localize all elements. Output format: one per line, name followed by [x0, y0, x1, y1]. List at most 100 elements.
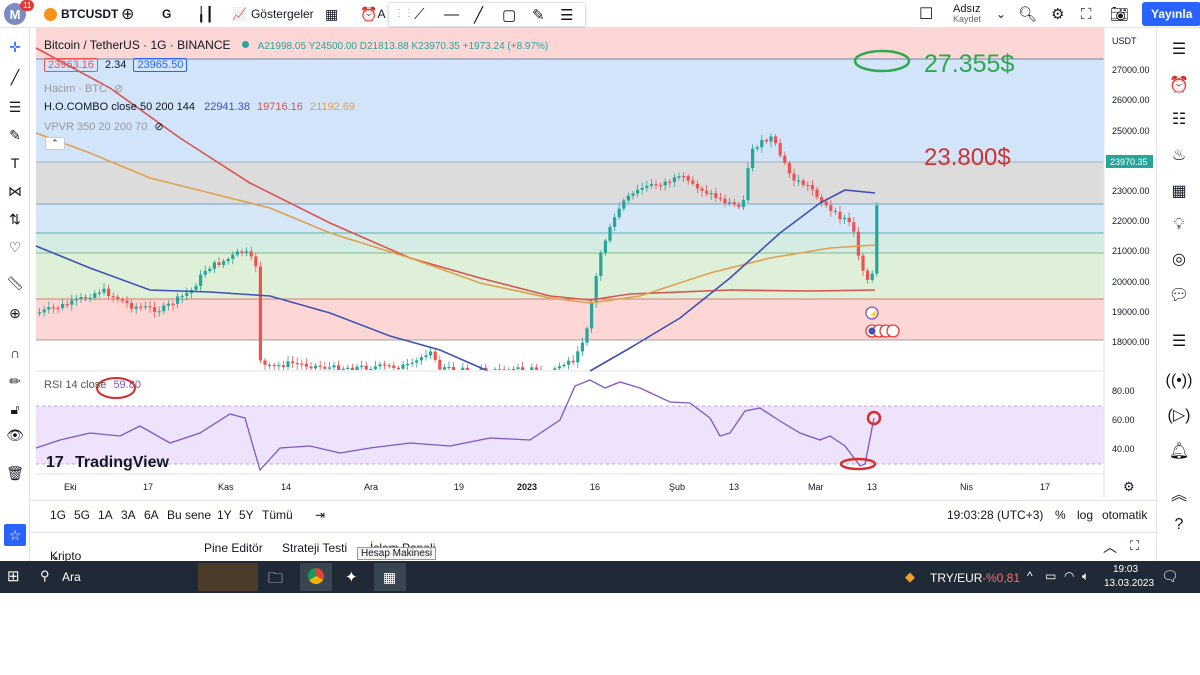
notifications-bell-icon[interactable]: 🔔︎ — [1168, 443, 1190, 460]
taskbar-date[interactable]: 13.03.2023 — [1104, 578, 1155, 589]
rsi-legend[interactable]: RSI 14 close 59.80 — [44, 379, 141, 391]
fullscreen-icon[interactable]: ⛶ — [1081, 5, 1092, 23]
calculator-taskbar-slot[interactable] — [374, 563, 406, 591]
event-lightning-icon[interactable] — [865, 306, 879, 320]
chats-icon[interactable]: 💬︎ — [1168, 287, 1190, 304]
windows-start-icon[interactable]: ⊞ — [7, 568, 20, 585]
period-all[interactable]: Tümü — [262, 508, 293, 522]
logo[interactable]: M 11 — [4, 0, 35, 28]
notification-center-icon[interactable]: 🗨︎ — [1161, 568, 1179, 584]
lock-icon[interactable]: 🔓︎ — [10, 400, 20, 417]
percent-scale-toggle[interactable]: % — [1055, 508, 1066, 522]
log-scale-toggle[interactable]: log — [1077, 508, 1094, 522]
period-5d[interactable]: 5G — [74, 508, 91, 522]
bid-ask-row[interactable]: 23963.16 2.34 23965.50 — [44, 58, 188, 72]
text-tool-icon[interactable]: T — [10, 155, 20, 171]
data-window-icon[interactable]: ☷ — [1171, 111, 1187, 128]
notes-icon[interactable]: ☰ — [1171, 333, 1187, 350]
layout-save[interactable]: Adsız Kaydet — [953, 0, 981, 28]
compare-plus-icon[interactable]: ⊕ — [121, 6, 135, 23]
symbol-search[interactable]: BTCUSDT — [44, 0, 118, 28]
period-1m[interactable]: 1A — [98, 508, 113, 522]
drag-handle-icon[interactable]: ⋮⋮ — [394, 8, 414, 19]
rectangle-icon[interactable]: ▢ — [502, 7, 517, 24]
price-axis[interactable]: 27000.0026000.0025000.0024000.0023000.00… — [1112, 65, 1150, 347]
streams-icon[interactable]: ◎ — [1172, 251, 1186, 268]
maximize-panel-icon[interactable]: ⛶ — [1130, 538, 1140, 553]
price-chart[interactable]: 27000.0026000.0025000.0024000.0023000.00… — [30, 28, 1156, 498]
trash-icon[interactable]: 🗑︎ — [6, 464, 24, 481]
trendline-tool-icon[interactable]: ╱ — [10, 68, 20, 85]
collapse-legend-chevron-icon[interactable]: ⌃ — [45, 137, 65, 150]
crosshair-icon[interactable]: ✛ — [9, 38, 21, 55]
period-5y[interactable]: 5Y — [239, 508, 254, 522]
brush-tool-icon[interactable]: ✎ — [9, 126, 21, 143]
tab-pine-editor[interactable]: Pine Editör — [204, 541, 263, 555]
fib-tool-icon[interactable]: ☰ — [8, 98, 22, 115]
battery-icon[interactable]: ▭ — [1045, 569, 1057, 583]
app-icon[interactable]: ✦ — [345, 569, 358, 586]
bid-price[interactable]: 23963.16 — [44, 58, 98, 72]
fullscreen-box-icon[interactable]: ☐ — [919, 6, 934, 23]
alert-button[interactable]: ⏰ A — [360, 0, 385, 28]
zoom-in-icon[interactable]: ⊕ — [9, 304, 21, 321]
volume-legend[interactable]: Hacim · BTC ⊘ — [44, 82, 123, 95]
period-ytd[interactable]: Bu sene — [167, 508, 212, 522]
wifi-icon[interactable]: ◠ — [1064, 569, 1075, 583]
currency-label[interactable]: USDT — [1112, 36, 1137, 46]
indicators-button[interactable]: 📈 Göstergeler — [232, 0, 314, 28]
file-explorer-icon[interactable]: 🗀 — [268, 570, 284, 587]
taskbar-time[interactable]: 19:03 — [1113, 564, 1139, 575]
news-flags[interactable] — [865, 324, 900, 338]
horizontal-line-icon[interactable]: — — [444, 6, 459, 23]
period-1y[interactable]: 1Y — [217, 508, 232, 522]
ideas-bulb-icon[interactable]: 💡︎ — [1173, 216, 1185, 233]
alerts-clock-icon[interactable]: ⏰ — [1169, 77, 1189, 94]
search-icon[interactable]: 🔍︎ — [1018, 6, 1038, 23]
hotlists-fire-icon[interactable]: ♨ — [1171, 147, 1187, 164]
goto-date-icon[interactable]: ⇥ — [315, 508, 326, 522]
chart-settings-gear-icon[interactable]: ⚙ — [1123, 479, 1135, 494]
templates-icon[interactable]: ▦ — [325, 5, 339, 22]
tab-strategy-tester[interactable]: Strateji Testi — [282, 541, 348, 555]
ruler-icon[interactable]: 📏︎ — [6, 274, 24, 291]
signals-icon[interactable]: ((•)) — [1165, 372, 1193, 389]
taskbar-search[interactable]: Ara — [62, 570, 81, 584]
auto-scale-toggle[interactable]: otomatik — [1102, 508, 1148, 522]
period-6m[interactable]: 6A — [144, 508, 159, 522]
lock-drawing-icon[interactable]: ✏ — [9, 372, 21, 389]
pattern-tool-icon[interactable]: ⋈ — [8, 182, 22, 199]
tray-chevron-icon[interactable]: ^ — [1027, 569, 1033, 583]
interval-button[interactable]: G — [162, 7, 172, 21]
help-icon[interactable]: ? — [1174, 516, 1184, 533]
gear-icon[interactable]: ⚙ — [1051, 6, 1065, 23]
trendline-icon[interactable]: ⟋ — [414, 6, 425, 23]
clock-timezone[interactable]: 19:03:28 (UTC+3) — [947, 508, 1044, 522]
volume-icon[interactable]: 🔈︎ — [1082, 569, 1090, 583]
ray-icon[interactable]: ╱ — [474, 7, 484, 24]
ask-price[interactable]: 23965.50 — [133, 58, 188, 72]
prediction-tool-icon[interactable]: ⇅ — [9, 210, 21, 227]
brush-icon[interactable]: ✎ — [532, 7, 545, 24]
magnet-icon[interactable]: ∩ — [9, 345, 21, 361]
expand-panel-icon[interactable]: ︽ — [1170, 487, 1187, 504]
rsi-axis[interactable]: 80.00 60.00 40.00 — [1112, 386, 1135, 454]
period-1d[interactable]: 1G — [50, 508, 67, 522]
combo-legend[interactable]: H.O.COMBO close 50 200 144 22941.38 1971… — [44, 101, 355, 113]
chevron-down-icon[interactable]: ⌄ — [996, 7, 1007, 21]
broadcast-icon[interactable]: (▷) — [1167, 407, 1191, 424]
period-3m[interactable]: 3A — [121, 508, 136, 522]
favorites-star-icon[interactable]: ☆ — [4, 524, 26, 546]
hidden-eye-icon[interactable]: ⊘ — [154, 121, 164, 133]
watchlist-icon[interactable]: ☰ — [1171, 41, 1187, 58]
heart-icon[interactable]: ♡ — [8, 238, 22, 255]
publish-button[interactable]: Yayınla — [1142, 0, 1200, 28]
candle-type-icon[interactable]: ╽┃ — [197, 5, 214, 22]
hidden-eye-icon[interactable]: ⊘ — [114, 83, 124, 95]
camera-icon[interactable]: 📷︎ — [1110, 6, 1130, 23]
eye-icon[interactable]: 👁︎ — [6, 426, 24, 443]
calendar-icon[interactable]: ▦ — [1171, 183, 1187, 200]
collapse-panel-chevron-icon[interactable]: ︿ — [1103, 539, 1117, 555]
time-axis[interactable]: Eki 17 Kas 14 Ara 19 2023 16 Şub 13 Mar 13 Nis 17 — [64, 482, 1050, 492]
fib-icon[interactable]: ☰ — [560, 7, 574, 24]
